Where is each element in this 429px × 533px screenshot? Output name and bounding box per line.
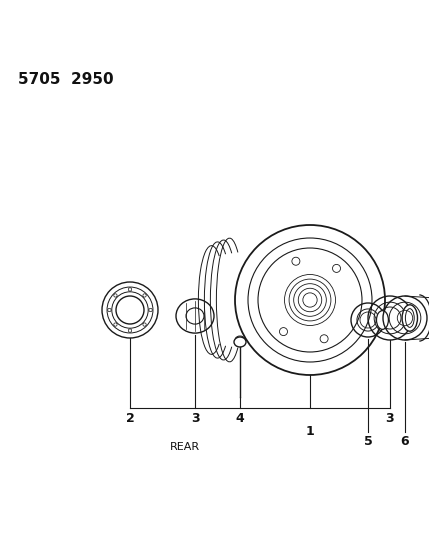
Ellipse shape xyxy=(402,305,417,331)
Text: 5705  2950: 5705 2950 xyxy=(18,72,114,87)
Text: REAR: REAR xyxy=(170,442,200,452)
Text: 5: 5 xyxy=(364,435,372,448)
Text: 3: 3 xyxy=(386,412,394,425)
Ellipse shape xyxy=(377,311,388,329)
Text: 4: 4 xyxy=(236,412,245,425)
Text: 2: 2 xyxy=(126,412,134,425)
Text: 6: 6 xyxy=(401,435,409,448)
Ellipse shape xyxy=(234,337,246,347)
Text: 3: 3 xyxy=(190,412,199,425)
Text: 1: 1 xyxy=(305,425,314,438)
